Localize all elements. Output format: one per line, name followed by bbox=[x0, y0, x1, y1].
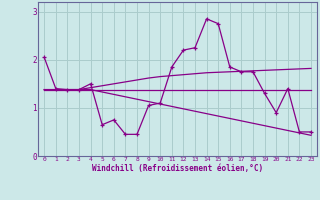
X-axis label: Windchill (Refroidissement éolien,°C): Windchill (Refroidissement éolien,°C) bbox=[92, 164, 263, 173]
